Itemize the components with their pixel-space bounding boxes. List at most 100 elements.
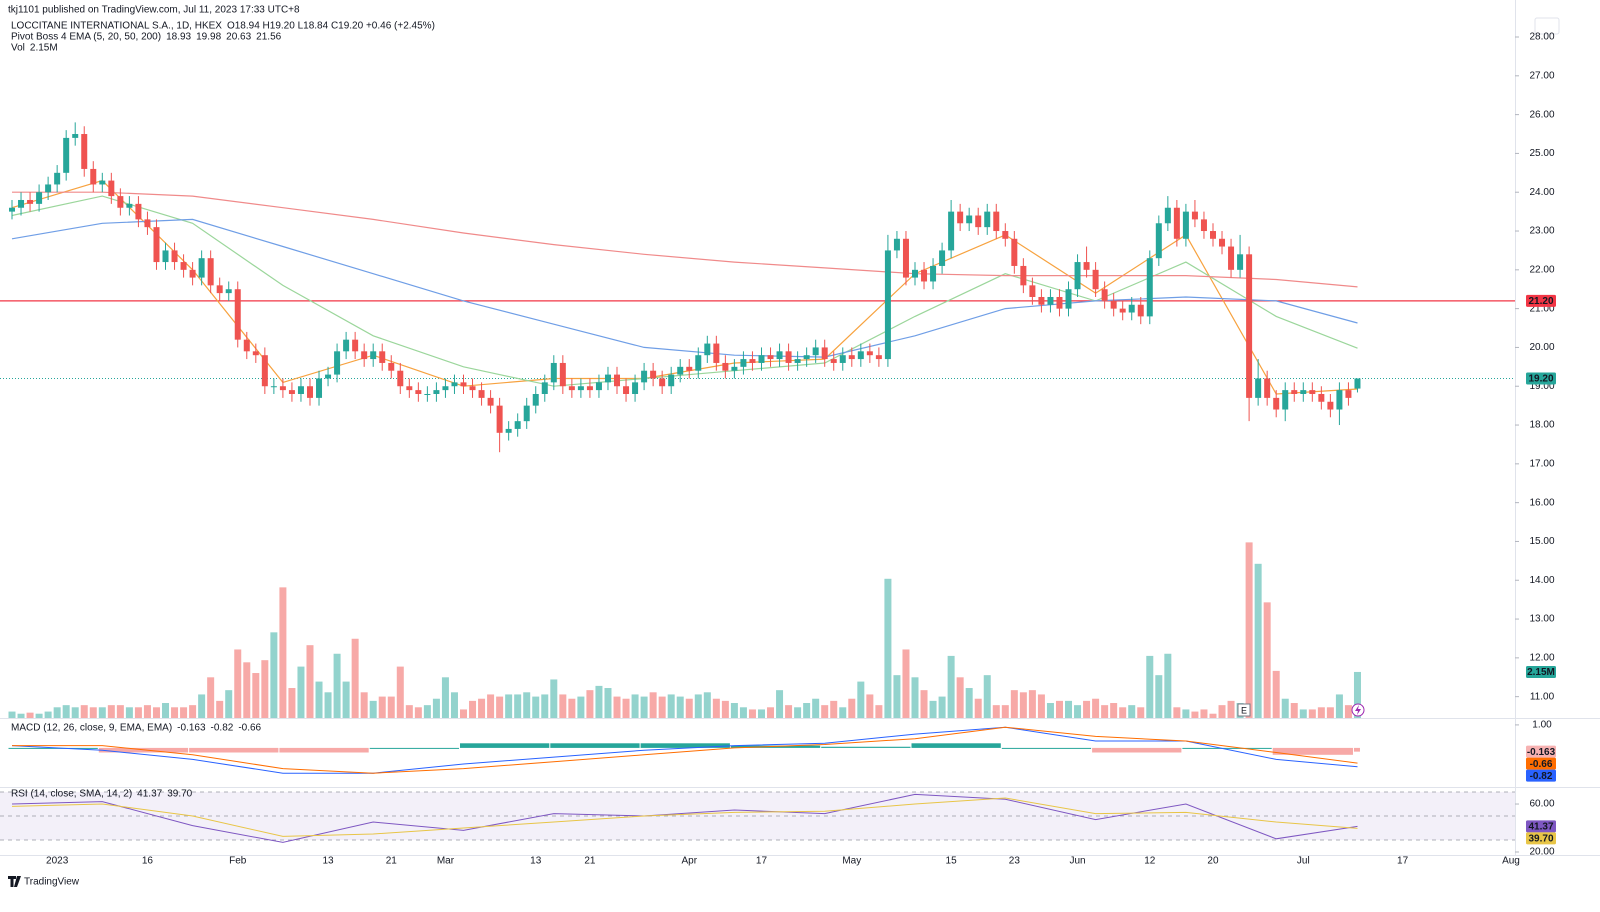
volume-bar xyxy=(1128,705,1136,718)
candle-body xyxy=(9,207,15,212)
candle-body xyxy=(857,351,864,360)
volume-bar xyxy=(62,705,70,718)
candle-body xyxy=(81,134,88,169)
y-tick-label: 17.00 xyxy=(1529,458,1554,469)
candle-body xyxy=(1011,238,1018,266)
volume-bar xyxy=(992,705,1000,718)
candle-body xyxy=(505,428,512,433)
macd-tag xyxy=(1526,745,1556,758)
x-tick-label: Jul xyxy=(1297,856,1310,867)
volume-bar xyxy=(929,700,937,718)
candle-body xyxy=(1146,258,1153,317)
candle-body xyxy=(1191,211,1198,220)
volume-bar xyxy=(1299,709,1307,718)
candle-body xyxy=(72,134,79,138)
volume-bar xyxy=(342,681,350,718)
rsi-tag xyxy=(1526,820,1556,833)
y-tick-label: 13.00 xyxy=(1529,614,1554,625)
volume-bar xyxy=(866,694,874,718)
volume-bar xyxy=(216,700,224,718)
volume-bar xyxy=(1137,707,1145,718)
candle-body xyxy=(144,219,151,228)
volume-bar xyxy=(532,696,540,718)
x-tick-label: Aug xyxy=(1502,856,1520,867)
candle-body xyxy=(1255,378,1262,398)
candle-body xyxy=(821,347,828,360)
y-tick-label: 26.00 xyxy=(1529,109,1554,120)
volume-bar xyxy=(315,681,323,718)
candle-body xyxy=(713,343,720,363)
candle-body xyxy=(812,347,819,356)
dividend-icon xyxy=(1355,705,1361,715)
candle-body xyxy=(803,355,810,360)
x-tick-label: Mar xyxy=(437,856,455,867)
candle-body xyxy=(614,374,621,387)
marks: 11.00 12.00 13.00 14.00 15.00 16.00 17.00 18.00… xyxy=(0,32,1556,867)
candle-body xyxy=(595,382,602,391)
volume-bar xyxy=(171,707,179,718)
volume-bar xyxy=(189,705,197,718)
volume-bar xyxy=(685,698,693,718)
volume-bar xyxy=(288,688,296,718)
ohlc-values: O18.94 H19.20 L18.84 C19.20 +0.46 (+2.45… xyxy=(227,21,435,32)
tradingview-logo xyxy=(8,876,21,887)
volume-bar xyxy=(1101,705,1109,718)
x-tick-label: 21 xyxy=(584,856,596,867)
y-tick-label: 18.00 xyxy=(1529,420,1554,431)
volume-bar xyxy=(703,692,711,718)
candle-body xyxy=(948,211,955,251)
candle-body xyxy=(117,196,124,208)
settings-button[interactable] xyxy=(1534,17,1560,35)
volume-bar xyxy=(460,709,467,718)
candle-body xyxy=(623,386,630,394)
macd-histogram xyxy=(460,743,550,748)
candle-body xyxy=(90,168,97,185)
candle-body xyxy=(921,269,928,282)
volume-bar xyxy=(748,709,756,718)
macd-histogram xyxy=(1272,747,1353,755)
volume-bar xyxy=(405,705,413,718)
candle-body xyxy=(279,386,286,391)
candle-body xyxy=(668,374,675,387)
candle-body xyxy=(902,238,909,278)
volume-bar xyxy=(180,707,188,718)
volume-bar xyxy=(207,677,215,718)
volume-bar xyxy=(1155,675,1163,718)
rsi-tag xyxy=(1526,832,1556,845)
candle-body xyxy=(1119,308,1126,313)
candle-body xyxy=(406,386,413,391)
candle-body xyxy=(1228,246,1235,270)
macd-tag xyxy=(1526,757,1556,770)
volume-bar xyxy=(234,649,242,718)
candle-body xyxy=(99,180,106,185)
volume-bar xyxy=(857,681,865,718)
volume-bar xyxy=(550,679,558,718)
macd-tag-label: -0.82 xyxy=(1530,771,1553,782)
level-tag-label: 21.20 xyxy=(1528,296,1553,307)
y-tick-label: 19.00 xyxy=(1529,381,1554,392)
volume-bar xyxy=(893,675,901,718)
volume-bar xyxy=(505,694,513,718)
volume-bar xyxy=(1209,713,1217,718)
candle-body xyxy=(875,355,882,360)
volume-bar xyxy=(1227,700,1235,718)
volume-bar xyxy=(152,707,160,718)
volume-bar xyxy=(920,690,928,718)
candle-body xyxy=(830,359,837,363)
volume-bar xyxy=(839,707,847,718)
earnings-marker[interactable] xyxy=(1237,703,1251,717)
candle-body xyxy=(1029,285,1036,297)
volume-bar xyxy=(983,675,991,718)
volume-bar xyxy=(1092,698,1100,718)
candle-body xyxy=(1200,219,1207,232)
candle-body xyxy=(975,215,982,228)
volume-bar xyxy=(667,694,675,718)
x-tick-label: Apr xyxy=(681,856,697,867)
volume-bar xyxy=(1344,705,1352,718)
rsi-tag-label: 41.37 xyxy=(1528,822,1553,833)
volume-bar xyxy=(595,685,603,718)
candle-body xyxy=(243,339,250,352)
volume-bar xyxy=(35,713,43,718)
candle-body xyxy=(442,386,449,391)
